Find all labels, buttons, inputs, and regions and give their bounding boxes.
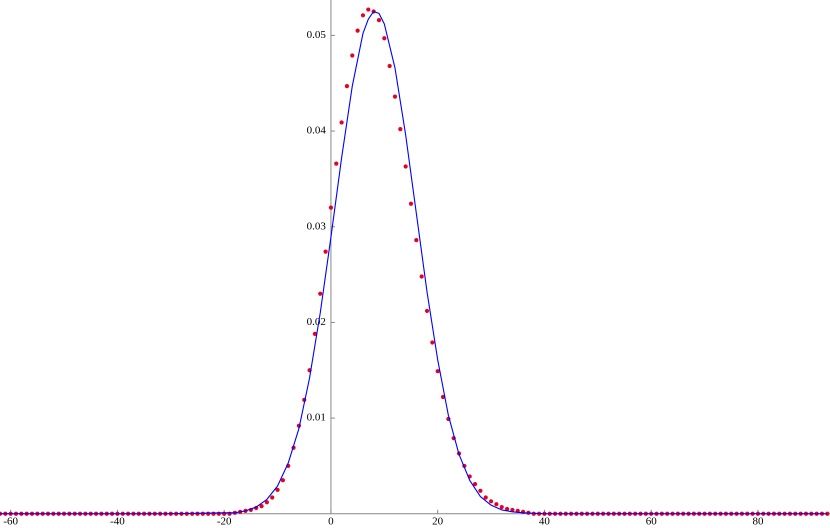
point: [312, 331, 318, 336]
y-tick-label: 0.01: [307, 412, 326, 424]
point: [350, 53, 355, 58]
point: [483, 495, 488, 500]
point: [387, 63, 392, 69]
point: [270, 495, 275, 500]
point: [494, 502, 499, 507]
point: [825, 511, 830, 516]
x-tick-label: 20: [432, 515, 444, 527]
point: [318, 291, 323, 296]
x-tick-label: 0: [328, 515, 334, 527]
point: [366, 7, 371, 12]
point: [328, 205, 334, 210]
x-tick-label: -20: [217, 515, 232, 527]
point: [216, 511, 221, 516]
point: [488, 499, 494, 504]
point: [504, 506, 510, 512]
point: [430, 340, 435, 345]
point: [499, 504, 504, 510]
point: [211, 511, 216, 516]
point: [323, 249, 328, 254]
point: [339, 120, 344, 125]
point: [334, 161, 339, 166]
point: [419, 274, 424, 279]
point: [275, 487, 280, 492]
x-tick-label: 80: [752, 515, 764, 527]
y-tick-label: 0.02: [307, 316, 326, 328]
point: [408, 201, 414, 206]
point: [280, 478, 285, 483]
point: [392, 94, 398, 99]
point: [344, 84, 350, 89]
point: [414, 238, 419, 243]
x-tick-label: -60: [3, 515, 18, 527]
point: [403, 164, 408, 169]
point: [376, 17, 382, 23]
point: [424, 308, 430, 314]
x-tick-label: -40: [110, 515, 125, 527]
point: [398, 127, 403, 132]
y-tick-label: 0.04: [307, 125, 327, 137]
x-tick-label: 40: [539, 515, 551, 527]
point: [440, 394, 446, 400]
point: [355, 28, 360, 33]
point: [264, 500, 269, 505]
point: [259, 503, 264, 509]
point: [472, 481, 478, 487]
point: [478, 488, 483, 493]
point: [360, 13, 366, 18]
x-tick-label: 60: [646, 515, 658, 527]
curve: [0, 10, 828, 515]
point: [382, 36, 387, 41]
point: [435, 369, 440, 374]
point: [510, 507, 515, 513]
y-tick-label: 0.05: [307, 29, 327, 41]
y-tick-label: 0.03: [307, 220, 327, 232]
point: [206, 511, 211, 516]
